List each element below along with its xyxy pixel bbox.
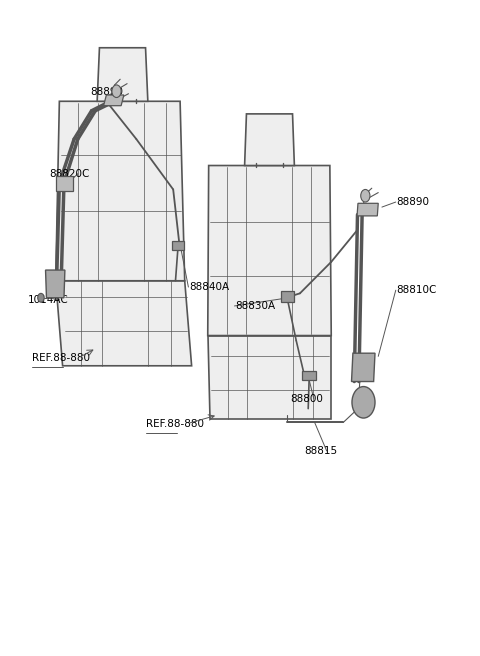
Polygon shape: [208, 165, 331, 336]
Circle shape: [361, 190, 370, 202]
Text: 88890: 88890: [396, 197, 430, 207]
Polygon shape: [56, 176, 73, 191]
Circle shape: [112, 85, 121, 98]
Polygon shape: [56, 281, 192, 366]
Polygon shape: [46, 270, 65, 298]
Polygon shape: [351, 353, 375, 382]
Polygon shape: [357, 203, 378, 216]
Polygon shape: [172, 241, 184, 250]
Text: 88810C: 88810C: [396, 285, 437, 295]
Text: 1014AC: 1014AC: [28, 295, 69, 304]
Text: 88890: 88890: [90, 87, 123, 97]
Polygon shape: [104, 95, 124, 106]
Text: REF.88-880: REF.88-880: [145, 419, 204, 429]
Polygon shape: [97, 48, 148, 101]
Circle shape: [352, 386, 375, 418]
Text: 88820C: 88820C: [49, 169, 89, 178]
Text: 88840A: 88840A: [189, 282, 229, 292]
Text: REF.88-880: REF.88-880: [32, 353, 90, 363]
Polygon shape: [302, 371, 316, 380]
Polygon shape: [208, 336, 331, 419]
Polygon shape: [281, 291, 294, 302]
Text: 88830A: 88830A: [235, 301, 276, 311]
Text: 88815: 88815: [304, 446, 337, 456]
Text: 88800: 88800: [291, 394, 324, 403]
Polygon shape: [56, 101, 185, 281]
Polygon shape: [245, 114, 294, 165]
Circle shape: [38, 293, 44, 302]
